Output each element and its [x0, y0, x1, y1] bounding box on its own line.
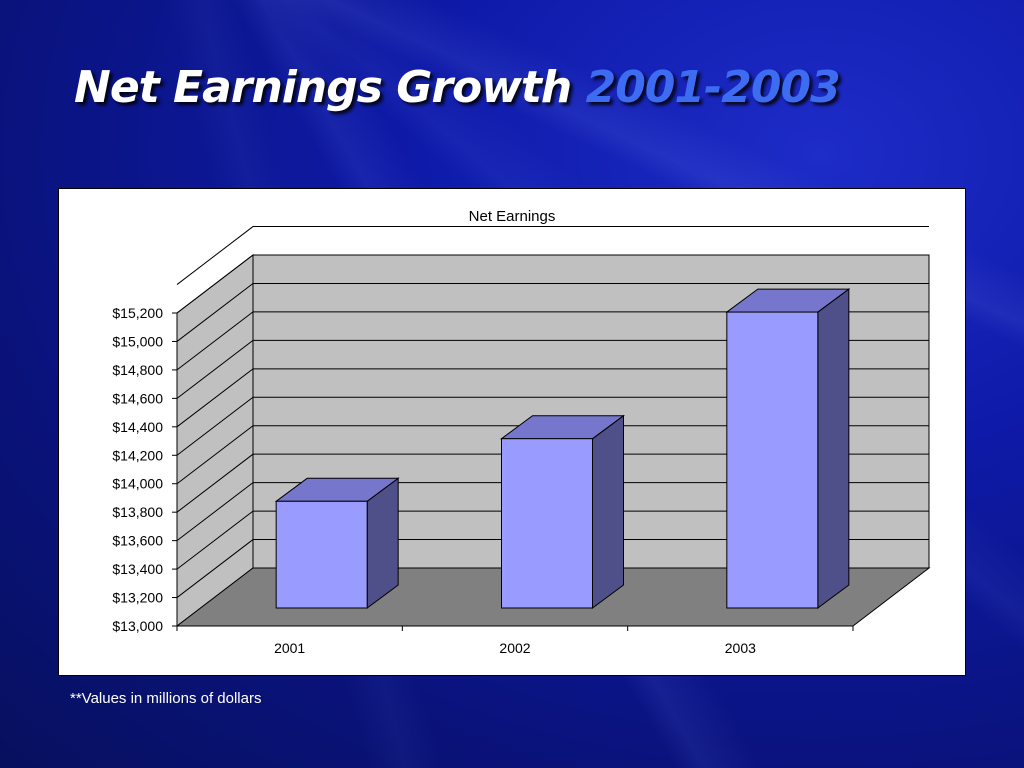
chart-gridline: [176, 254, 929, 314]
chart-frame: Net Earnings $13,000 $13,200 $13,400 $13,60…: [58, 188, 966, 676]
bar-side-2003: [817, 288, 850, 609]
bar-2003: [726, 311, 819, 609]
chart-gridline: [176, 539, 929, 598]
chart-gridline: [176, 425, 929, 485]
chart-gridline: [176, 311, 929, 371]
chart-side-wall: [176, 253, 254, 628]
y-tick-label: $13,200: [112, 590, 163, 606]
y-tick-label: $13,400: [112, 561, 163, 577]
y-tick-label: $14,800: [112, 362, 163, 378]
y-tick-label: $13,000: [112, 618, 163, 634]
chart-gridline: [176, 226, 929, 285]
chart-gridline: [176, 396, 929, 456]
x-category-label: 2002: [499, 640, 530, 656]
footnote: **Values in millions of dollars: [70, 690, 262, 707]
y-tick-label: $14,000: [112, 476, 163, 492]
bar-2002: [501, 438, 593, 609]
chart-gridline: [176, 339, 929, 399]
bar-2001: [275, 500, 368, 609]
bar-side-2002: [592, 414, 624, 609]
x-category-label: 2003: [725, 640, 756, 656]
chart-gridline: [176, 282, 929, 342]
net-earnings-chart: Net Earnings $13,000 $13,200 $13,400 $13,60…: [112, 208, 931, 656]
chart-gridline: [176, 368, 929, 428]
slide-title-years: 2001-2003: [585, 62, 841, 113]
y-tick-label: $15,200: [112, 305, 163, 321]
y-tick-label: $15,000: [112, 333, 163, 349]
x-category-label: 2001: [274, 640, 305, 656]
y-tick-label: $14,200: [112, 447, 163, 463]
y-tick-label: $13,600: [112, 533, 163, 549]
slide-title: Net Earnings Growth 2001-2003: [74, 66, 841, 110]
slide-title-main: Net Earnings Growth: [74, 62, 572, 113]
chart-gridline: [176, 453, 929, 513]
y-tick-label: $13,800: [112, 504, 163, 520]
chart-gridline: [176, 482, 929, 542]
y-tick-label: $14,600: [112, 390, 163, 406]
chart-title: Net Earnings: [469, 208, 556, 225]
chart-gridline: [176, 510, 929, 570]
y-tick-label: $14,400: [112, 419, 163, 435]
